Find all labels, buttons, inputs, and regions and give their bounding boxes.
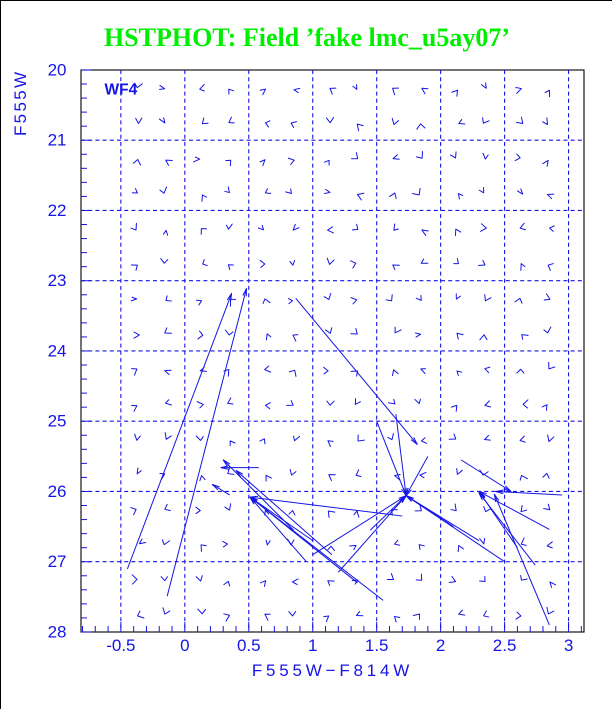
svg-text:2.5: 2.5 <box>493 636 517 655</box>
svg-text:1: 1 <box>308 636 317 655</box>
svg-text:F555W: F555W <box>11 70 30 136</box>
svg-text:28: 28 <box>48 622 67 641</box>
svg-text:21: 21 <box>48 131 67 150</box>
svg-text:24: 24 <box>48 341 67 360</box>
svg-text:F555W−F814W: F555W−F814W <box>252 661 413 680</box>
svg-text:2: 2 <box>436 636 445 655</box>
svg-text:1.5: 1.5 <box>365 636 389 655</box>
svg-text:25: 25 <box>48 412 67 431</box>
svg-text:0.5: 0.5 <box>237 636 261 655</box>
svg-text:23: 23 <box>48 271 67 290</box>
svg-text:WF4: WF4 <box>105 82 138 99</box>
svg-text:20: 20 <box>48 60 67 79</box>
svg-text:22: 22 <box>48 201 67 220</box>
svg-text:0: 0 <box>180 636 189 655</box>
svg-text:-0.5: -0.5 <box>106 636 135 655</box>
svg-text:3: 3 <box>564 636 573 655</box>
svg-text:26: 26 <box>48 482 67 501</box>
svg-text:27: 27 <box>48 552 67 571</box>
